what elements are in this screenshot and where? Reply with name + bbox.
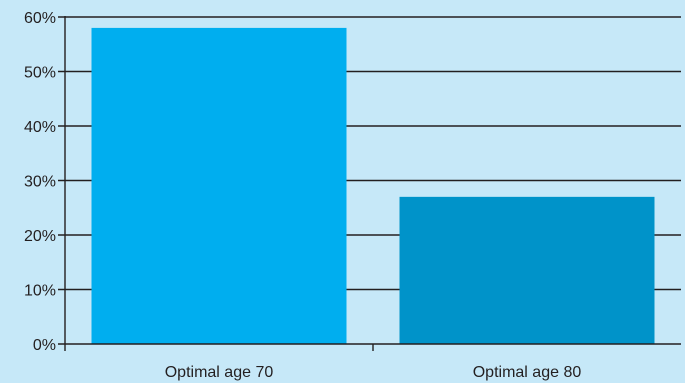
x-tick-label: Optimal age 70	[165, 364, 274, 381]
bars	[91, 27, 655, 345]
axes	[58, 16, 681, 351]
x-tick-label: Optimal age 80	[473, 364, 582, 381]
tick-labels: 0% 10% 20% 30% 40% 50% 60% Optimal age 70 Optima…	[24, 10, 581, 381]
y-tick-label: 50%	[24, 65, 56, 82]
y-tick-label: 10%	[24, 283, 56, 300]
y-tick-label: 60%	[24, 10, 56, 27]
bar	[399, 196, 655, 344]
y-tick-label: 30%	[24, 174, 56, 191]
y-tick-label: 20%	[24, 228, 56, 245]
bar	[91, 27, 347, 345]
y-tick-label: 40%	[24, 119, 56, 136]
y-tick-label: 0%	[33, 337, 56, 354]
